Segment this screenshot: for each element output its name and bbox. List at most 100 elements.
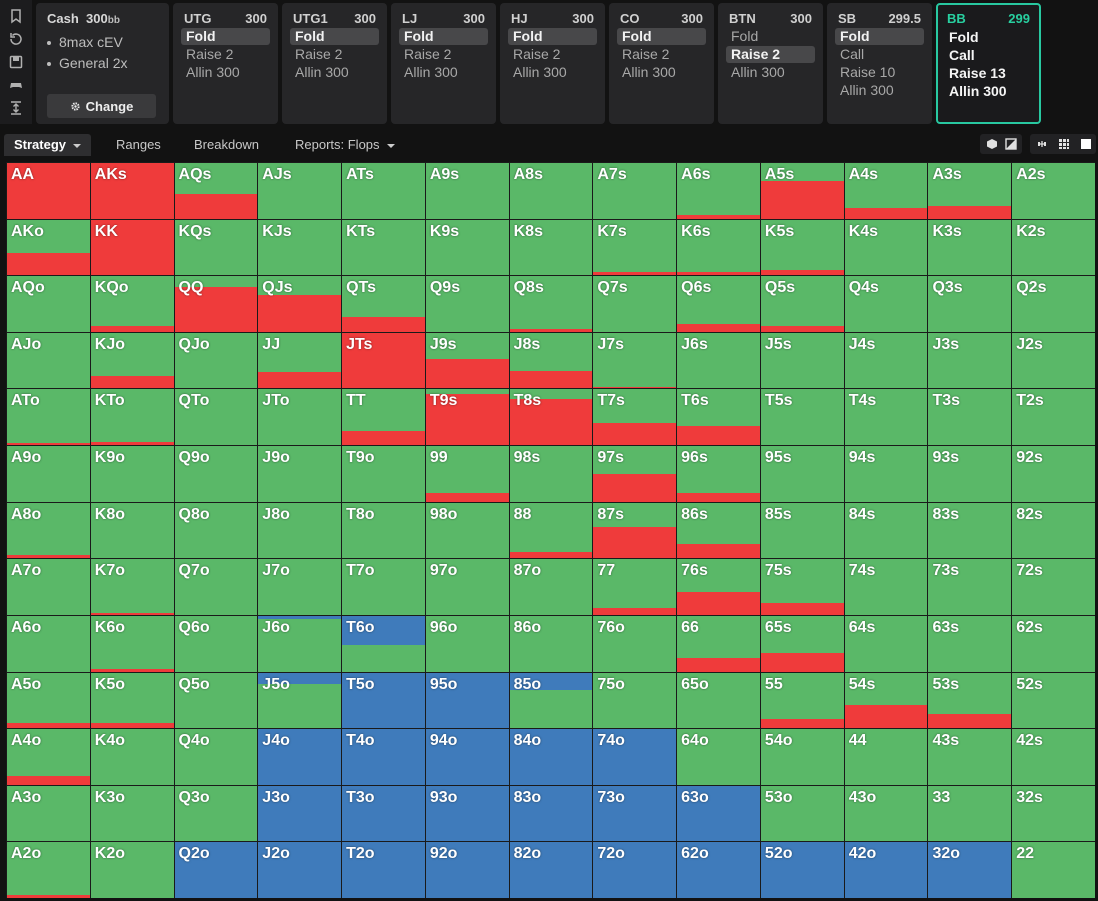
hand-cell[interactable]: 64o — [677, 729, 760, 785]
hand-cell[interactable]: K4s — [844, 219, 928, 276]
action-option[interactable]: Allin 300 — [731, 64, 785, 80]
hand-cell[interactable]: K7s — [593, 219, 677, 276]
hand-cell[interactable]: 62o — [677, 842, 760, 898]
action-option[interactable]: Fold — [949, 29, 979, 45]
hand-cell[interactable]: A5s — [760, 163, 844, 219]
hand-cell[interactable]: J7o — [258, 559, 342, 615]
action-option[interactable]: Allin 300 — [295, 64, 349, 80]
hand-cell[interactable]: Q5o — [174, 672, 258, 729]
hand-cell[interactable]: A6o — [7, 615, 90, 672]
action-option[interactable]: Allin 300 — [840, 82, 894, 98]
hand-cell[interactable]: J3o — [258, 785, 342, 842]
hand-cell[interactable]: QJs — [258, 276, 342, 332]
tab-breakdown[interactable]: Breakdown — [184, 134, 269, 156]
hand-cell[interactable]: T4s — [844, 389, 928, 446]
hand-cell[interactable]: 94s — [844, 446, 928, 502]
hand-cell[interactable]: AQo — [7, 276, 90, 332]
hand-cell[interactable]: T5s — [760, 389, 844, 446]
hand-cell[interactable]: ATs — [342, 163, 425, 219]
hand-cell[interactable]: 92o — [425, 842, 509, 898]
hand-cell[interactable]: 75o — [593, 672, 677, 729]
hand-cell[interactable]: 63s — [928, 615, 1012, 672]
action-option[interactable]: Allin 300 — [949, 83, 1007, 99]
hand-cell[interactable]: 52o — [760, 842, 844, 898]
hand-cell[interactable]: 43o — [844, 785, 928, 842]
hand-cell[interactable]: K2s — [1012, 219, 1095, 276]
position-panel-utg1[interactable]: UTG1 300 Fold Raise 2 Allin 300 — [282, 3, 387, 124]
square-icon[interactable] — [1079, 137, 1093, 151]
compact-icon[interactable] — [1035, 137, 1049, 151]
action-option[interactable]: Call — [949, 47, 975, 63]
bookmark-icon[interactable] — [8, 8, 24, 24]
action-option[interactable]: Fold — [508, 28, 597, 45]
action-option[interactable]: Fold — [835, 28, 924, 45]
hand-cell[interactable]: J3s — [928, 332, 1012, 389]
hand-cell[interactable]: J8s — [509, 332, 593, 389]
hand-cell[interactable]: A9o — [7, 446, 90, 502]
hand-cell[interactable]: J7s — [593, 332, 677, 389]
hand-cell[interactable]: 76s — [677, 559, 760, 615]
action-option[interactable]: Allin 300 — [513, 64, 567, 80]
hand-cell[interactable]: J5o — [258, 672, 342, 729]
hand-cell[interactable]: J5s — [760, 332, 844, 389]
hand-cell[interactable]: AJs — [258, 163, 342, 219]
hand-cell[interactable]: Q3s — [928, 276, 1012, 332]
controller-icon[interactable] — [8, 77, 24, 93]
hand-cell[interactable]: JTo — [258, 389, 342, 446]
hand-cell[interactable]: A2o — [7, 842, 90, 898]
hand-cell[interactable]: 98s — [509, 446, 593, 502]
position-panel-utg[interactable]: UTG 300 Fold Raise 2 Allin 300 — [173, 3, 278, 124]
action-option[interactable]: Fold — [617, 28, 706, 45]
hand-cell[interactable]: 98o — [425, 502, 509, 559]
hand-cell[interactable]: K3o — [90, 785, 174, 842]
hand-cell[interactable]: A3o — [7, 785, 90, 842]
hand-cell[interactable]: 72o — [593, 842, 677, 898]
tab-ranges[interactable]: Ranges — [106, 134, 171, 156]
save-icon[interactable] — [8, 54, 24, 70]
expand-icon[interactable] — [8, 100, 24, 116]
hand-cell[interactable]: 76o — [593, 615, 677, 672]
hand-cell[interactable]: 63o — [677, 785, 760, 842]
hand-cell[interactable]: 55 — [760, 672, 844, 729]
hand-cell[interactable]: 97s — [593, 446, 677, 502]
hand-cell[interactable]: Q8s — [509, 276, 593, 332]
hand-cell[interactable]: QTs — [342, 276, 425, 332]
hand-cell[interactable]: Q6o — [174, 615, 258, 672]
hand-cell[interactable]: 97o — [425, 559, 509, 615]
hand-cell[interactable]: 93s — [928, 446, 1012, 502]
hand-cell[interactable]: 75s — [760, 559, 844, 615]
hand-cell[interactable]: 74s — [844, 559, 928, 615]
hand-cell[interactable]: 93o — [425, 785, 509, 842]
hand-cell[interactable]: K8o — [90, 502, 174, 559]
hand-cell[interactable]: JJ — [258, 332, 342, 389]
hand-cell[interactable]: A8o — [7, 502, 90, 559]
hand-cell[interactable]: 54o — [760, 729, 844, 785]
hand-cell[interactable]: Q7o — [174, 559, 258, 615]
hand-cell[interactable]: 82o — [509, 842, 593, 898]
hand-cell[interactable]: A8s — [509, 163, 593, 219]
action-option[interactable]: Raise 2 — [622, 46, 670, 62]
action-option[interactable]: Fold — [731, 28, 759, 44]
action-option[interactable]: Allin 300 — [622, 64, 676, 80]
action-option[interactable]: Raise 13 — [949, 65, 1006, 81]
hand-cell[interactable]: 65s — [760, 615, 844, 672]
hand-cell[interactable]: 95s — [760, 446, 844, 502]
hand-cell[interactable]: JTs — [342, 332, 425, 389]
hand-cell[interactable]: T2s — [1012, 389, 1095, 446]
hand-cell[interactable]: K9o — [90, 446, 174, 502]
hand-cell[interactable]: Q4o — [174, 729, 258, 785]
hand-cell[interactable]: Q2o — [174, 842, 258, 898]
hand-cell[interactable]: 88 — [509, 502, 593, 559]
hand-cell[interactable]: Q6s — [677, 276, 760, 332]
hand-cell[interactable]: KTs — [342, 219, 425, 276]
action-option[interactable]: Raise 10 — [840, 64, 896, 80]
hand-cell[interactable]: Q9s — [425, 276, 509, 332]
hand-cell[interactable]: 95o — [425, 672, 509, 729]
hand-cell[interactable]: Q4s — [844, 276, 928, 332]
hand-cell[interactable]: 62s — [1012, 615, 1095, 672]
hand-cell[interactable]: KTo — [90, 389, 174, 446]
hand-cell[interactable]: J8o — [258, 502, 342, 559]
hand-cell[interactable]: K7o — [90, 559, 174, 615]
hand-cell[interactable]: 87o — [509, 559, 593, 615]
action-option[interactable]: Raise 2 — [295, 46, 343, 62]
